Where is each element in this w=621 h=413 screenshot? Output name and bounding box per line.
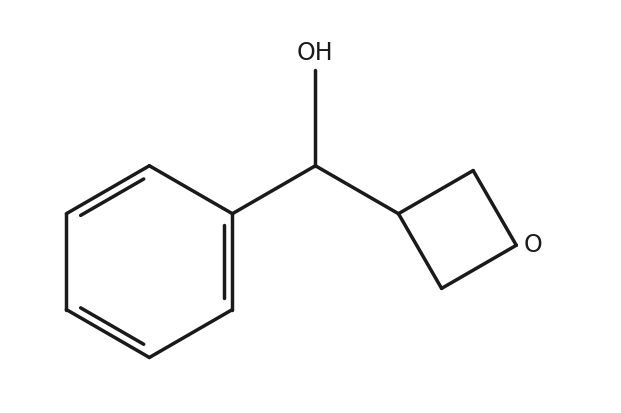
Text: OH: OH <box>297 41 333 65</box>
Text: O: O <box>524 233 543 257</box>
